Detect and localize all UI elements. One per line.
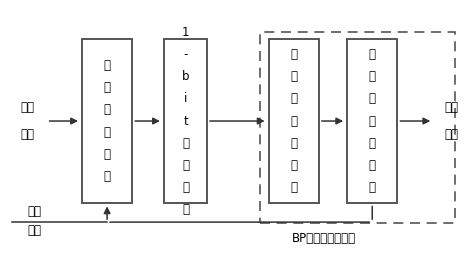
Text: 1: 1 bbox=[182, 26, 189, 39]
Text: 信号: 信号 bbox=[20, 128, 34, 141]
Text: 化: 化 bbox=[182, 159, 189, 172]
Text: 神: 神 bbox=[369, 48, 376, 61]
Bar bbox=[82, 39, 132, 203]
Bar bbox=[260, 32, 455, 223]
Text: 采: 采 bbox=[104, 103, 110, 117]
Text: 单: 单 bbox=[182, 181, 189, 194]
Text: 样: 样 bbox=[104, 126, 110, 139]
Text: 测试: 测试 bbox=[27, 205, 41, 218]
Text: 实际: 实际 bbox=[20, 101, 34, 114]
Text: 络: 络 bbox=[290, 115, 297, 127]
Text: 网: 网 bbox=[290, 93, 297, 105]
Text: 元: 元 bbox=[104, 170, 110, 183]
Text: 器: 器 bbox=[290, 181, 297, 194]
Text: 练: 练 bbox=[290, 159, 297, 172]
Text: 决: 决 bbox=[369, 159, 376, 172]
Text: -: - bbox=[183, 48, 188, 61]
Text: 单: 单 bbox=[104, 148, 110, 161]
Text: 元: 元 bbox=[182, 203, 189, 216]
Text: 缩: 缩 bbox=[104, 81, 110, 94]
Bar bbox=[268, 39, 319, 203]
Text: 训: 训 bbox=[290, 137, 297, 149]
Text: t: t bbox=[183, 115, 188, 127]
Text: 器: 器 bbox=[369, 181, 376, 194]
Text: 向量: 向量 bbox=[444, 128, 458, 141]
Bar bbox=[347, 39, 397, 203]
Text: 压: 压 bbox=[104, 59, 110, 72]
Text: 络: 络 bbox=[369, 115, 376, 127]
Text: 网: 网 bbox=[369, 93, 376, 105]
Text: 量: 量 bbox=[182, 137, 189, 149]
Text: BP神经网络检测器: BP神经网络检测器 bbox=[292, 232, 356, 244]
Bar bbox=[164, 39, 207, 203]
Text: 神: 神 bbox=[290, 48, 297, 61]
Text: 判: 判 bbox=[369, 137, 376, 149]
Text: 信号: 信号 bbox=[27, 224, 41, 236]
Text: 经: 经 bbox=[369, 70, 376, 83]
Text: 判决: 判决 bbox=[444, 101, 458, 114]
Text: b: b bbox=[182, 70, 189, 83]
Text: i: i bbox=[184, 93, 188, 105]
Text: 经: 经 bbox=[290, 70, 297, 83]
